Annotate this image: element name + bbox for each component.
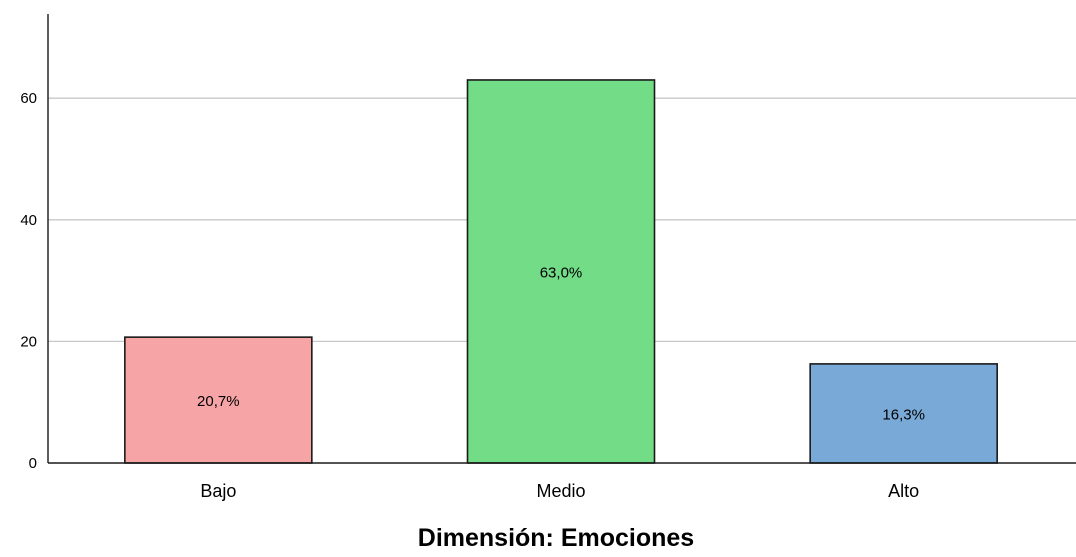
data-label-alto: 16,3% — [882, 406, 925, 423]
data-label-medio: 63,0% — [540, 264, 583, 281]
y-tick-label: 0 — [29, 455, 37, 472]
x-axis-title: Dimensión: Emociones — [418, 524, 694, 552]
x-tick-label-bajo: Bajo — [200, 481, 236, 501]
y-tick-label: 60 — [20, 90, 37, 107]
x-tick-label-medio: Medio — [536, 481, 585, 501]
axes — [47, 14, 1076, 464]
data-labels: 20,7% 63,0% 16,3% — [197, 264, 925, 423]
x-axis-ticks: Bajo Medio Alto — [200, 481, 919, 501]
y-tick-label: 20 — [20, 333, 37, 350]
bar-bajo — [124, 336, 313, 464]
bars — [124, 79, 998, 464]
y-axis-ticks: 0 20 40 60 — [20, 90, 37, 472]
y-tick-label: 40 — [20, 212, 37, 229]
bar-medio — [466, 79, 656, 464]
data-label-bajo: 20,7% — [197, 393, 240, 410]
x-tick-label-alto: Alto — [888, 481, 919, 501]
bar-alto — [809, 363, 998, 464]
